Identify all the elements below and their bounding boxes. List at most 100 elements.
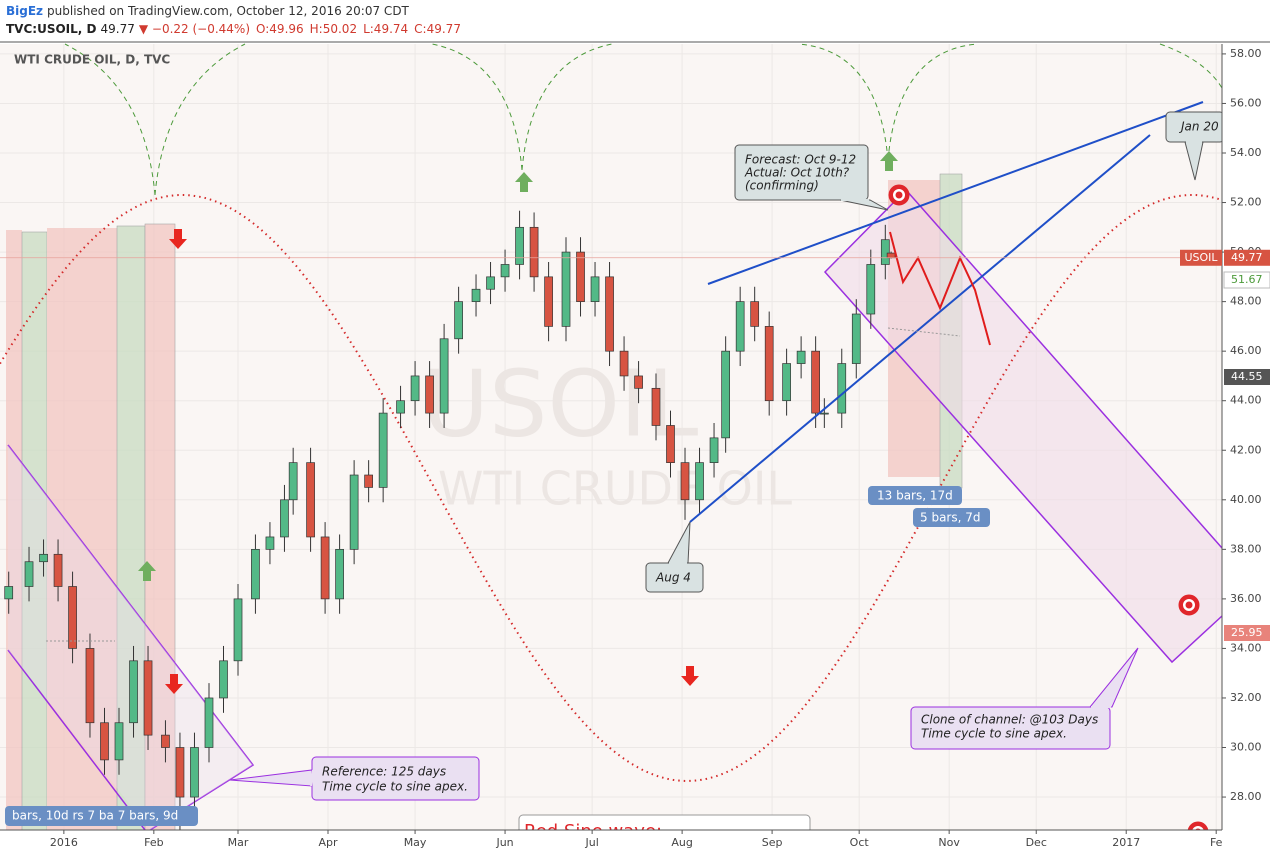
candle-body (851, 313, 861, 364)
candle-body (544, 276, 553, 327)
callout-text: Forecast: Oct 9-12 (745, 153, 856, 167)
price-tag (1224, 249, 1270, 266)
candle-body (85, 648, 95, 724)
candle-body (651, 387, 661, 426)
y-tick-label: 40.00 (1230, 493, 1262, 506)
candle-body (280, 499, 289, 538)
candle-body (439, 338, 449, 414)
callout-text: bars, 10d rs 7 ba 7 bars, 9d (12, 809, 178, 823)
x-tick-label: May (404, 836, 427, 849)
y-tick-label: 32.00 (1230, 691, 1262, 704)
candle-body (529, 226, 539, 278)
candle-body (721, 350, 731, 439)
x-tick-label: Jun (495, 836, 513, 849)
header (0, 0, 1270, 42)
x-tick-label: Mar (228, 836, 249, 849)
up-arrow (880, 151, 898, 171)
y-tick-label: 34.00 (1230, 641, 1262, 654)
y-tick-label: 28.00 (1230, 790, 1262, 803)
candle-body (634, 375, 643, 389)
cycle-arc (431, 43, 523, 171)
candle-body (886, 252, 896, 259)
candle-body (425, 375, 434, 414)
candle-body (233, 598, 243, 662)
x-tick-label: Dec (1026, 836, 1047, 849)
candle-body (161, 734, 170, 748)
candle-body (251, 548, 260, 600)
up-arrow (515, 172, 533, 192)
candle-body (68, 586, 77, 649)
target (1185, 601, 1193, 609)
y-tick-label: 44.00 (1230, 394, 1262, 407)
callout-text: Actual: Oct 10th? (744, 166, 850, 180)
candle-body (364, 474, 373, 488)
sine-wave (0, 194, 1222, 783)
callout-box (734, 144, 869, 201)
candle-body (561, 251, 571, 327)
down-arrow (165, 674, 183, 694)
candle-body (796, 350, 806, 364)
y-tick-label: 42.00 (1230, 443, 1262, 456)
candle-body (335, 548, 344, 600)
callout-box (311, 756, 480, 801)
candle-body (709, 437, 719, 463)
band (6, 230, 22, 830)
y-tick-label: 52.00 (1230, 196, 1262, 209)
published: published on TradingView.com, October 12… (47, 4, 410, 18)
candle-body (4, 586, 14, 600)
candle-body (53, 553, 63, 587)
price-tag (1224, 625, 1270, 641)
candle-body (764, 326, 774, 402)
target (895, 191, 903, 199)
candle-body (486, 276, 495, 290)
cycle-arc (521, 43, 613, 171)
change: ▼ −0.22 (−0.44%) (139, 22, 250, 36)
x-tick-label: Aug (671, 836, 692, 849)
axes: 28.00 30.00 32.00 34.00 36.00 38.00 40.00 42.00… (0, 47, 1270, 849)
candle-body (515, 226, 524, 265)
price-tag-label: 25.95 (1231, 626, 1263, 639)
candle-body (410, 375, 420, 402)
y-tick-label: 36.00 (1230, 592, 1262, 605)
candle-body (500, 264, 510, 278)
candle-body (396, 400, 405, 414)
forecast-path (889, 231, 991, 346)
callout-text: Reference: 125 days (322, 765, 446, 779)
callout-text: Jan 20 (1179, 120, 1219, 134)
down-arrow (681, 666, 699, 686)
author[interactable]: BigEz (6, 4, 43, 18)
candle-body (619, 350, 629, 377)
candle-body (320, 536, 330, 600)
channel-fill (825, 190, 1222, 662)
x-tick-label: Jul (584, 836, 598, 849)
price-tag (1224, 369, 1270, 385)
channel-line (823, 188, 1223, 664)
y-tick-label: 54.00 (1230, 146, 1262, 159)
callout-box (910, 706, 1111, 750)
x-tick-label: Fe (1210, 836, 1223, 849)
candle-body (666, 425, 675, 463)
candle-body (866, 264, 876, 315)
ohlc: H:50.02 (310, 22, 357, 36)
cycle-arc (64, 43, 156, 196)
callout-box (913, 508, 990, 527)
callout-text: Time cycle to sine apex. (921, 727, 1067, 741)
candle-body (100, 722, 109, 761)
candle-body (782, 363, 791, 402)
candle-body (204, 697, 214, 748)
down-arrow (169, 229, 187, 249)
candle-body (143, 660, 153, 736)
candle-body (114, 722, 124, 761)
callout-text: Time cycle to sine apex. (322, 780, 468, 794)
candle-body (880, 239, 890, 265)
callout-text: Clone of channel: @103 Days (921, 713, 1098, 727)
candle-body (605, 276, 614, 352)
candle-body (811, 350, 820, 414)
x-tick-label: Apr (318, 836, 338, 849)
callout-box (5, 806, 198, 826)
trend-lines (689, 101, 1204, 523)
y-tick-label: 46.00 (1230, 344, 1262, 357)
candle-body (306, 462, 315, 538)
callout-text: Aug 4 (655, 571, 691, 585)
